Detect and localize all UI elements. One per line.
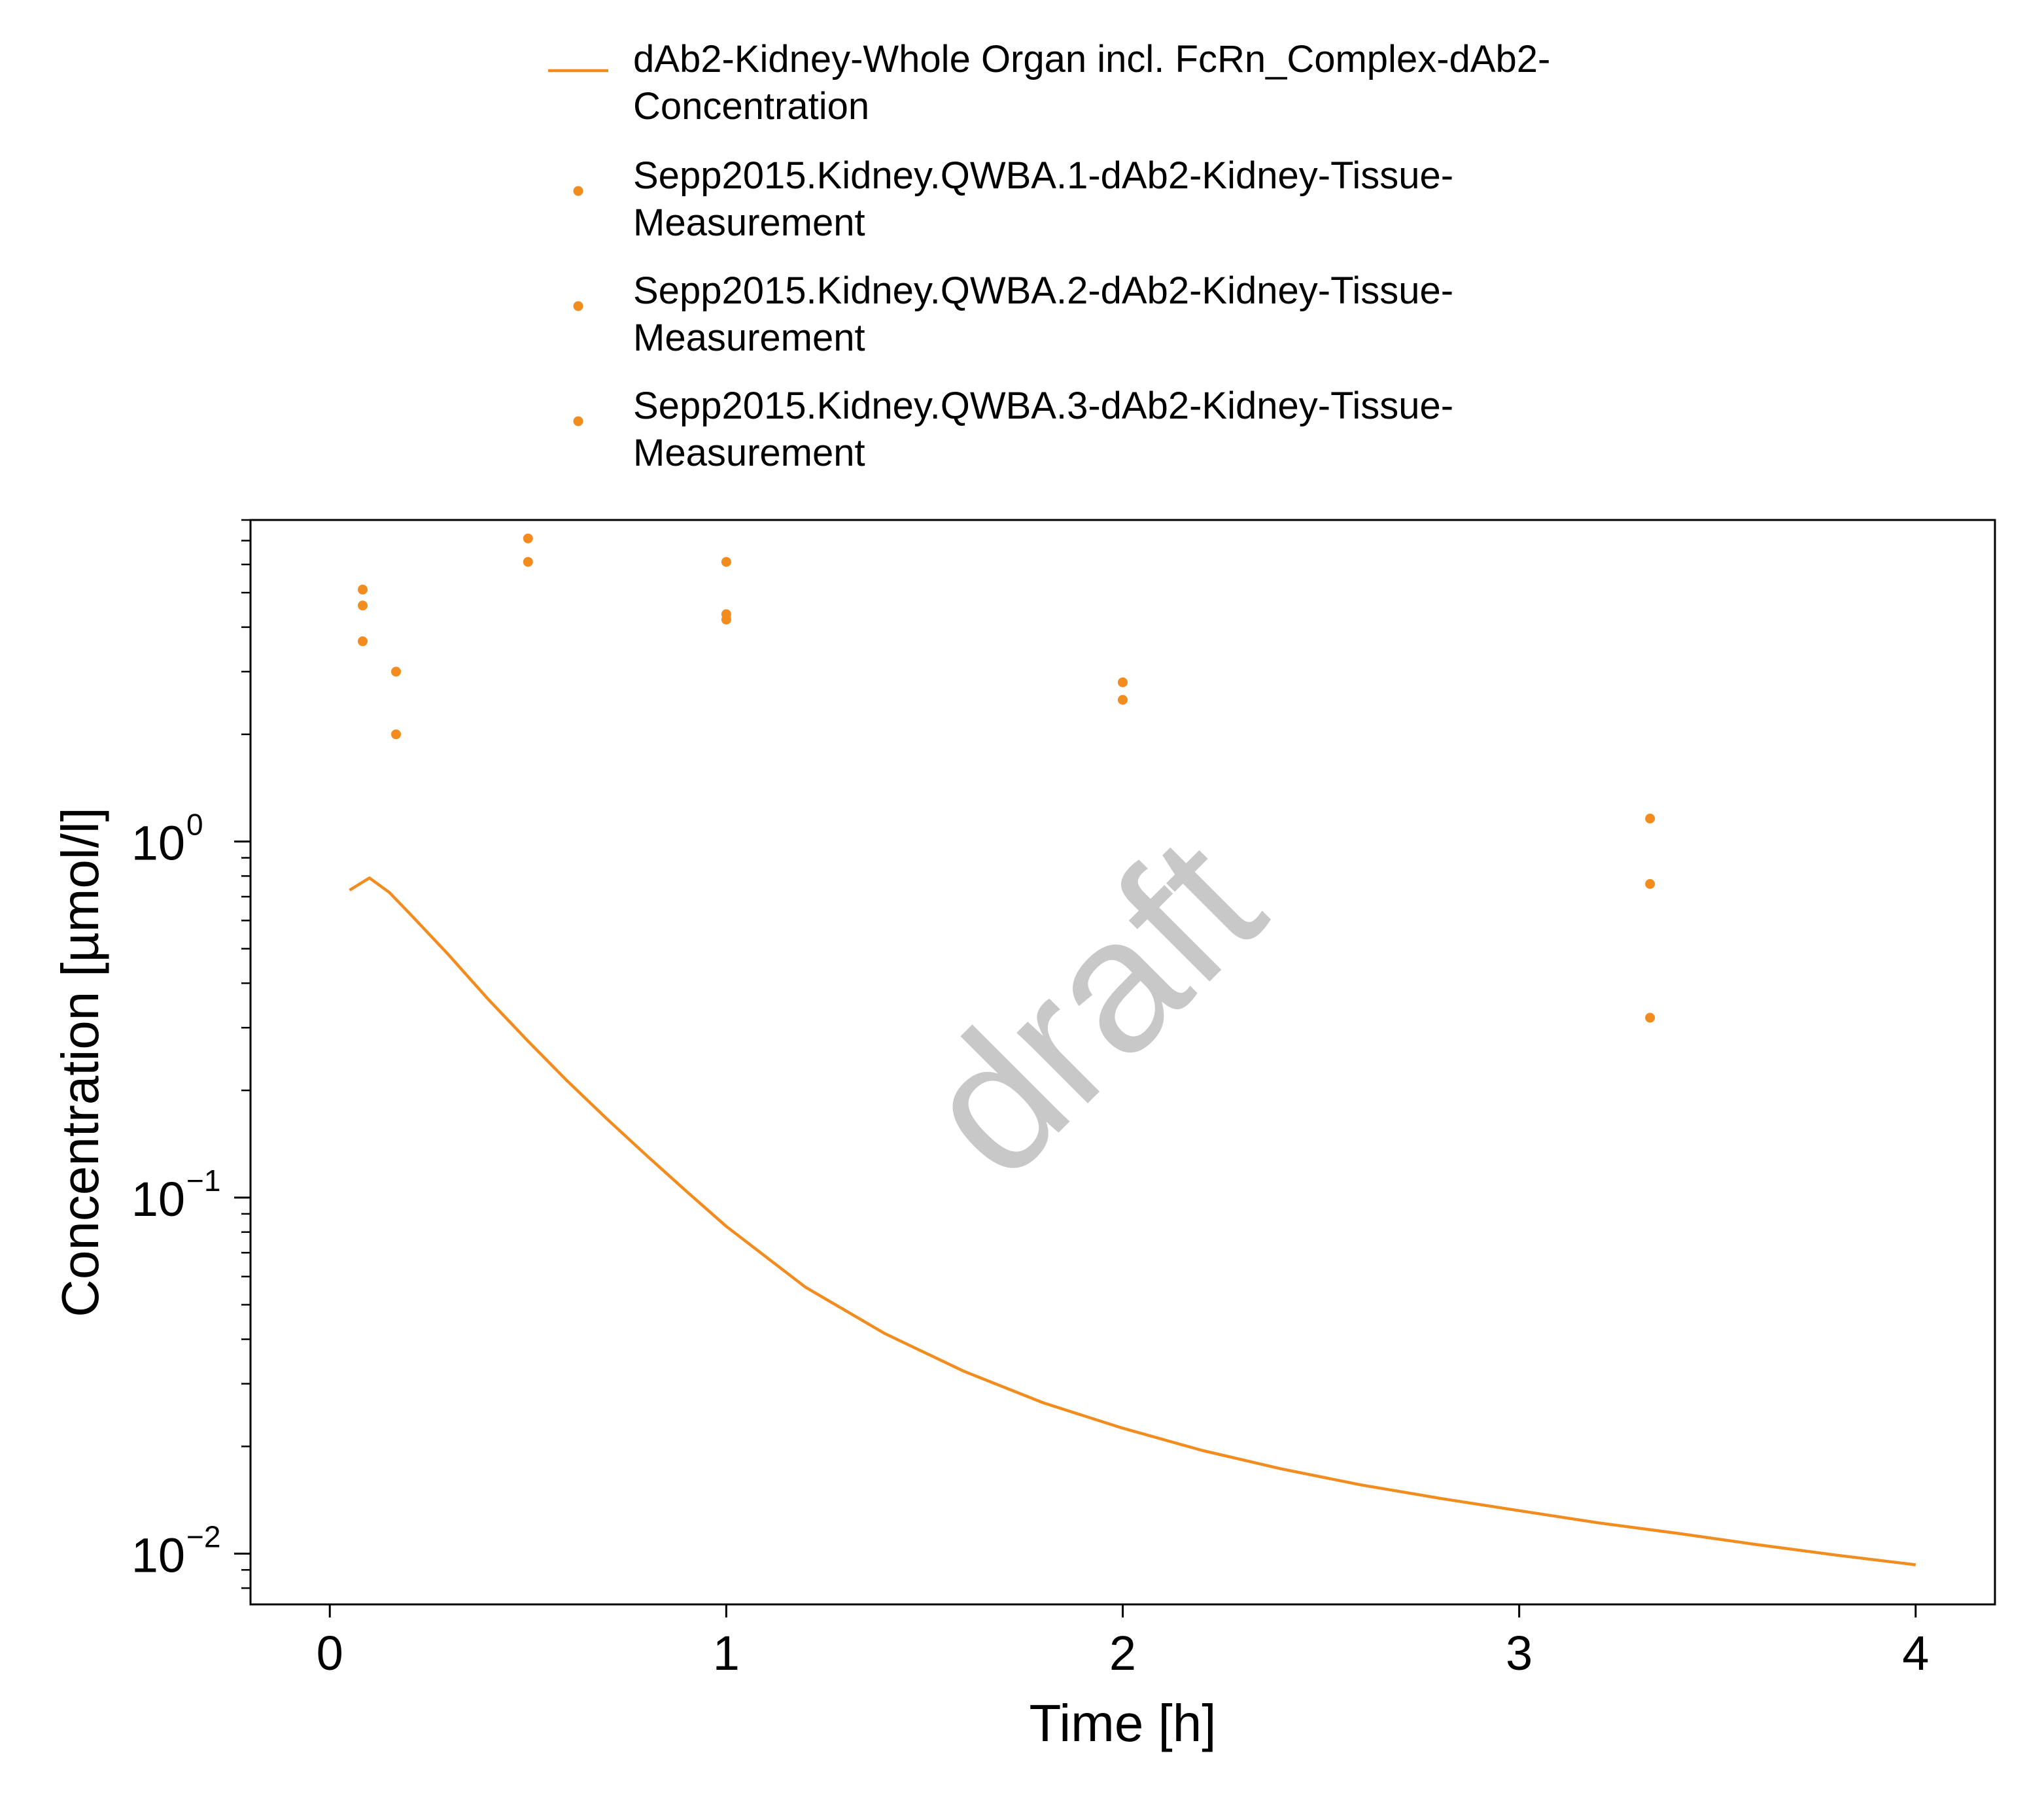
legend: dAb2-Kidney-Whole Organ incl. FcRn_Compl… bbox=[548, 38, 1550, 474]
x-tick-label-1: 1 bbox=[713, 1626, 740, 1680]
legend-marker-swatch-3 bbox=[573, 301, 583, 311]
data-point-series-4 bbox=[1645, 1012, 1655, 1023]
legend-label-3-line-2: Measurement bbox=[633, 317, 865, 359]
data-point-series-2 bbox=[1118, 677, 1128, 687]
x-tick-label-2: 2 bbox=[1109, 1626, 1136, 1680]
x-tick-label-3: 3 bbox=[1506, 1626, 1533, 1680]
data-point-series-4 bbox=[721, 609, 731, 619]
watermark-text: draft bbox=[883, 797, 1302, 1216]
data-point-series-3 bbox=[1645, 879, 1655, 889]
legend-label-4-line-2: Measurement bbox=[633, 432, 865, 474]
data-point-series-2 bbox=[391, 666, 401, 677]
y-tick-label-2: 10 bbox=[131, 1172, 185, 1226]
plot-marks bbox=[349, 533, 1916, 1566]
legend-label-4-line-1: Sepp2015.Kidney.QWBA.3-dAb2-Kidney-Tissu… bbox=[633, 385, 1453, 427]
data-point-series-3 bbox=[358, 600, 368, 611]
legend-marker-swatch-2 bbox=[573, 186, 583, 196]
y-axis-title: Concentration [µmol/l] bbox=[51, 807, 109, 1317]
watermark: draft bbox=[883, 797, 1302, 1216]
y-tick-exponent-3: −2 bbox=[186, 1519, 220, 1553]
data-point-series-2 bbox=[523, 533, 533, 544]
y-tick-label-3: 10 bbox=[131, 1528, 185, 1582]
data-point-series-3 bbox=[1118, 695, 1128, 705]
legend-marker-swatch-4 bbox=[573, 416, 583, 426]
data-point-series-2 bbox=[1645, 814, 1655, 823]
y-tick-label-1: 10 bbox=[131, 816, 185, 871]
data-point-series-2 bbox=[358, 584, 368, 595]
data-point-series-2 bbox=[721, 557, 731, 567]
legend-label-3-line-1: Sepp2015.Kidney.QWBA.2-dAb2-Kidney-Tissu… bbox=[633, 269, 1453, 312]
legend-label-1-line-1: dAb2-Kidney-Whole Organ incl. FcRn_Compl… bbox=[633, 38, 1550, 80]
legend-label-2-line-2: Measurement bbox=[633, 201, 865, 244]
y-tick-exponent-2: −1 bbox=[186, 1164, 220, 1198]
legend-label-2-line-1: Sepp2015.Kidney.QWBA.1-dAb2-Kidney-Tissu… bbox=[633, 154, 1453, 197]
x-tick-label-4: 4 bbox=[1902, 1626, 1929, 1680]
data-point-series-4 bbox=[358, 636, 368, 646]
data-point-series-3 bbox=[391, 729, 401, 740]
series-line-1 bbox=[349, 876, 1916, 1566]
data-point-series-3 bbox=[523, 557, 533, 567]
x-axis-title: Time [h] bbox=[1030, 1694, 1217, 1752]
y-tick-exponent-1: 0 bbox=[186, 808, 203, 842]
x-tick-label-0: 0 bbox=[317, 1626, 343, 1680]
legend-label-1-line-2: Concentration bbox=[633, 85, 869, 128]
